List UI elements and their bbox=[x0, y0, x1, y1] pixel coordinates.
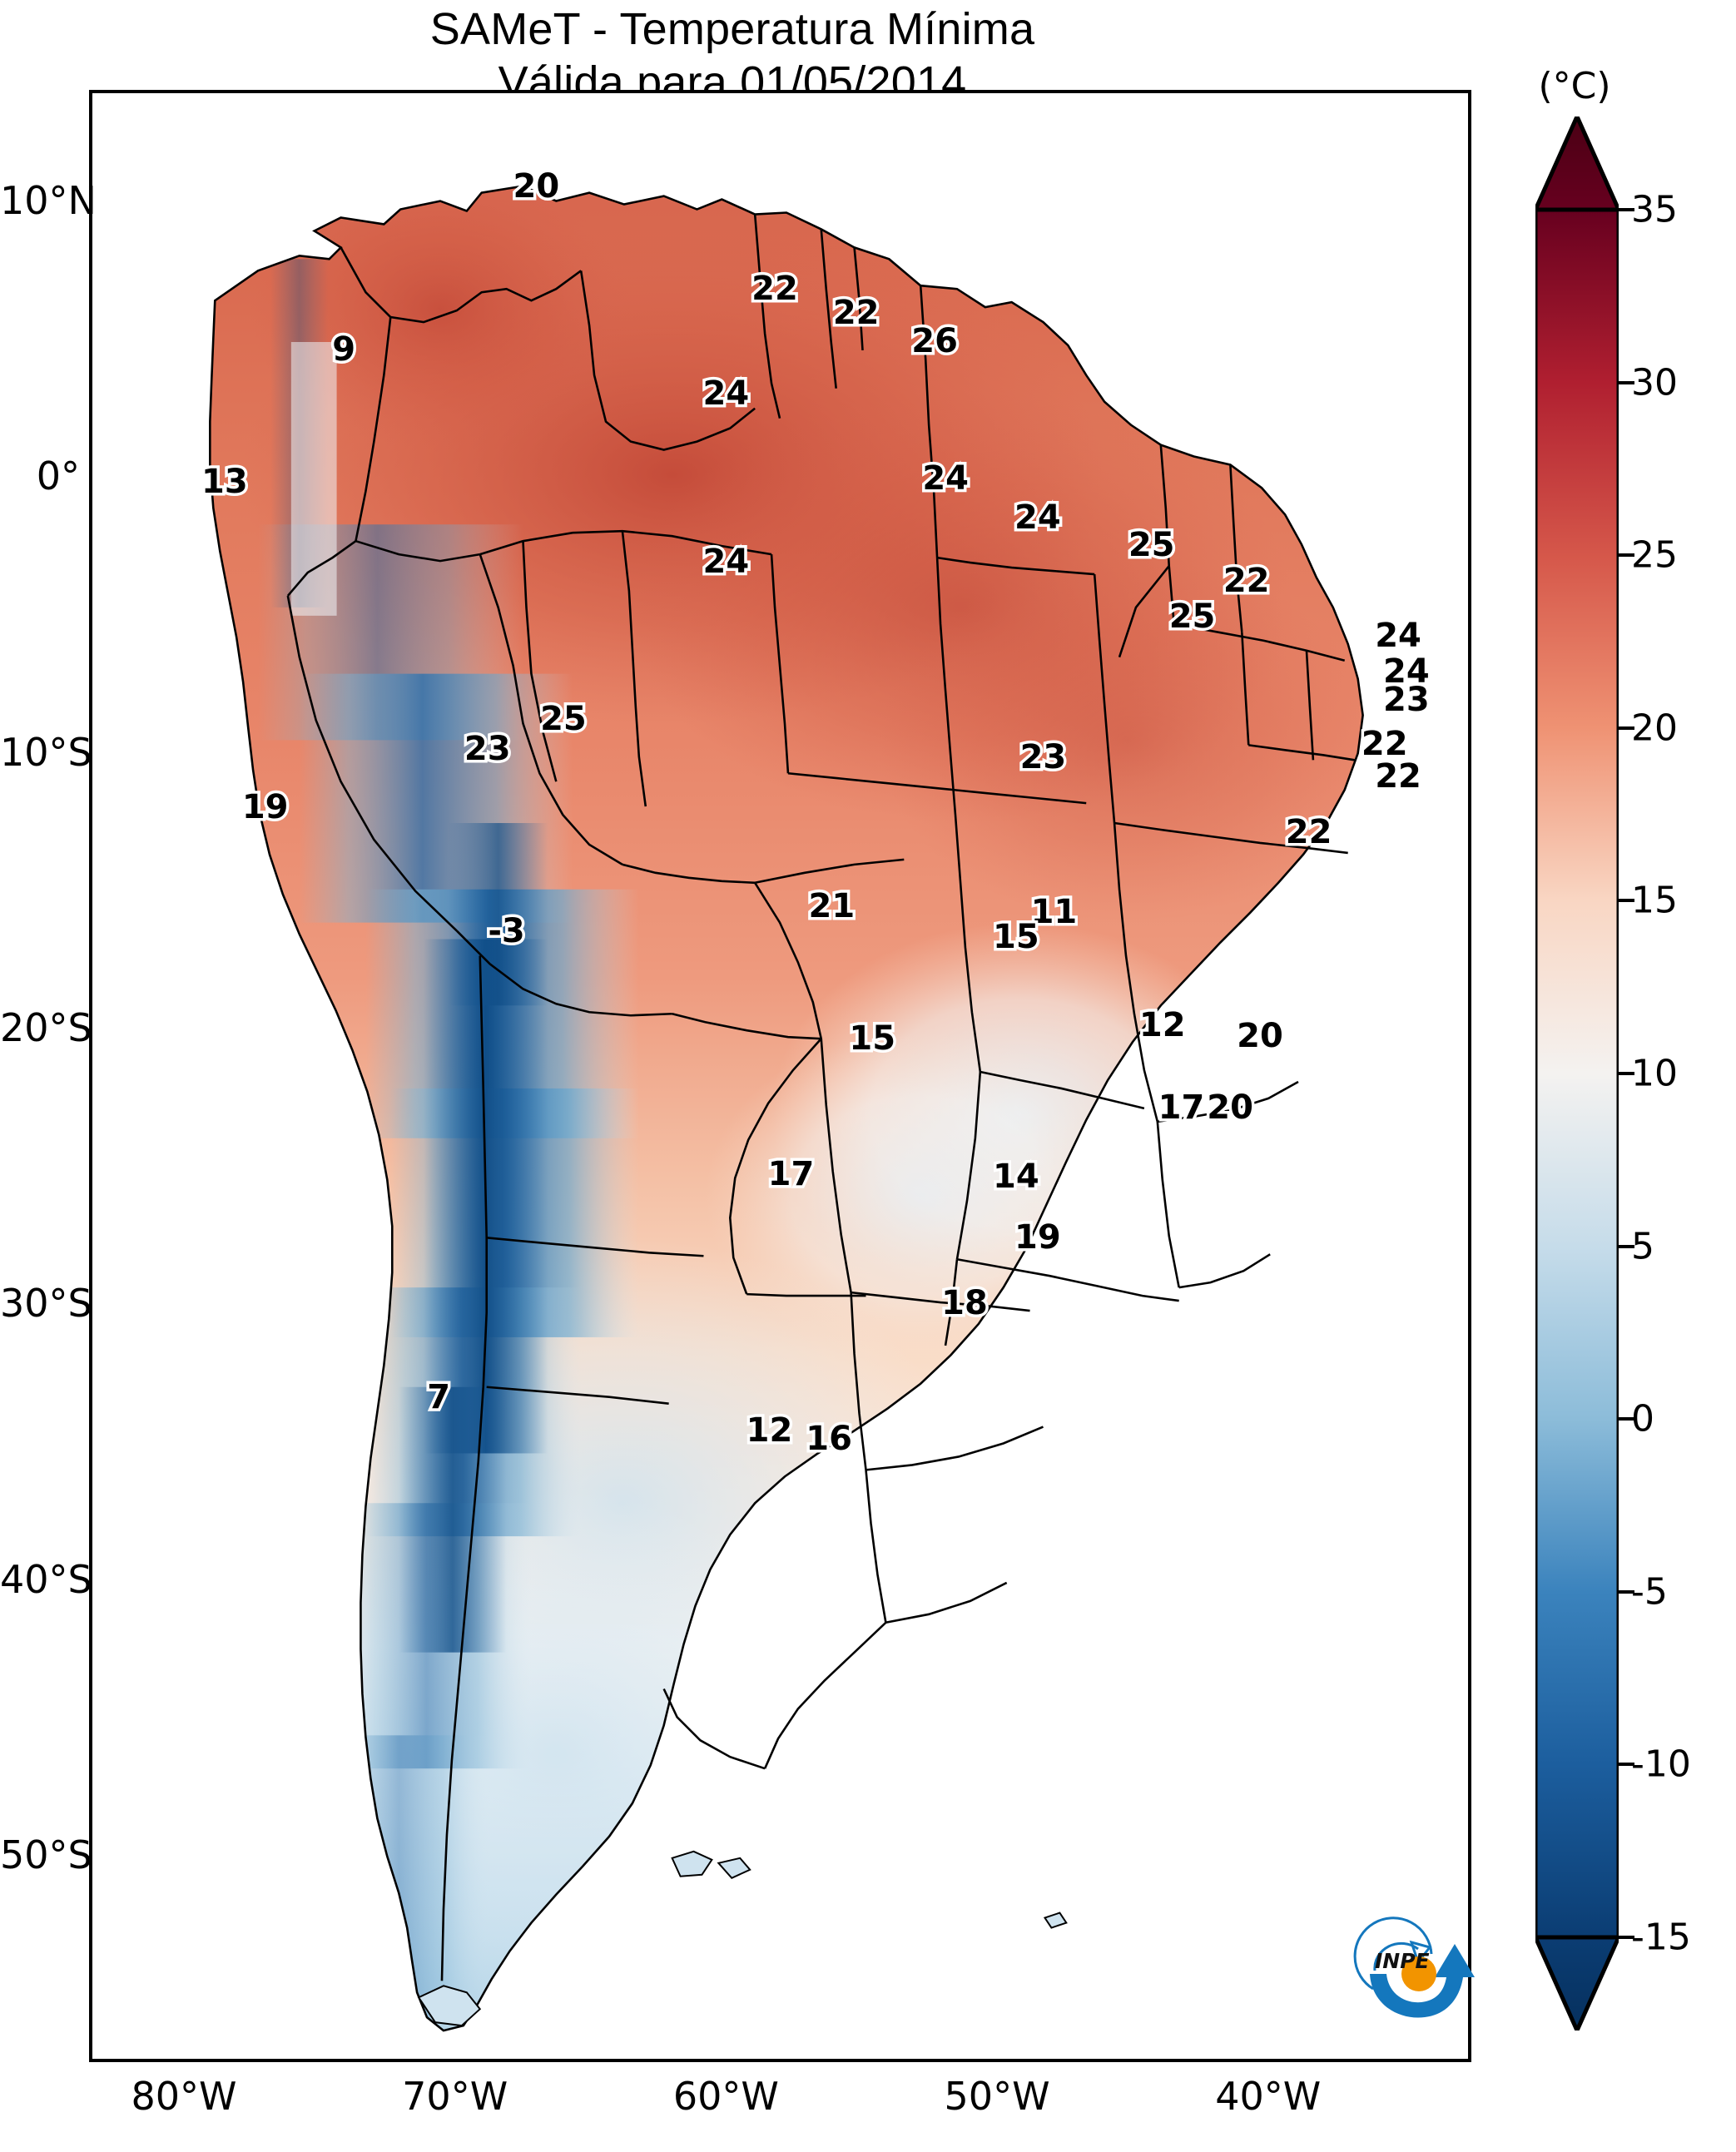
logo-sun-circle bbox=[1401, 1956, 1436, 1991]
chart-title: SAMeT - Temperatura Mínima Válida para 0… bbox=[0, 3, 1465, 109]
lat-tick-label: 50°S bbox=[0, 1832, 92, 1878]
station-value: 24 bbox=[1012, 495, 1064, 539]
station-value: 15 bbox=[846, 1017, 899, 1061]
colorbar-tick-mark bbox=[1618, 380, 1634, 384]
logo-arrow-head-small bbox=[1409, 1940, 1432, 1966]
colorbar-tick-mark bbox=[1618, 208, 1634, 211]
colorbar-tick-label: -5 bbox=[1631, 1570, 1668, 1614]
station-value: 22 bbox=[830, 291, 882, 335]
title-line-1: SAMeT - Temperatura Mínima bbox=[429, 4, 1035, 54]
station-value: 13 bbox=[199, 459, 251, 503]
lat-tick-label: 10°N bbox=[0, 177, 97, 223]
inpe-logo: INPE bbox=[1353, 1916, 1475, 2018]
station-value: 24 bbox=[700, 371, 752, 415]
station-value: 20 bbox=[510, 165, 563, 209]
station-value: 23 bbox=[461, 727, 513, 771]
station-value: 19 bbox=[239, 785, 291, 829]
lon-tick-label: 40°W bbox=[1215, 2074, 1322, 2119]
colorbar-tick-mark bbox=[1618, 1244, 1634, 1248]
colorbar[interactable] bbox=[1535, 117, 1619, 2031]
colorbar-tick-label: 30 bbox=[1631, 361, 1678, 404]
map-plot-area bbox=[89, 90, 1471, 2062]
station-value: 22 bbox=[1282, 810, 1335, 854]
station-value: 22 bbox=[1358, 721, 1411, 766]
station-value: 21 bbox=[806, 885, 858, 929]
colorbar-tick-mark bbox=[1618, 1936, 1634, 1939]
colorbar-tick-label: 5 bbox=[1631, 1225, 1654, 1268]
station-value: 11 bbox=[1028, 890, 1080, 934]
station-value: 24 bbox=[920, 457, 972, 501]
colorbar-tick-label: -10 bbox=[1631, 1743, 1691, 1786]
lat-tick-label: 20°S bbox=[0, 1004, 92, 1050]
colorbar-tick-label: 0 bbox=[1631, 1397, 1654, 1440]
station-value: 12 bbox=[1136, 1003, 1188, 1047]
lat-tick-label: 40°S bbox=[0, 1556, 92, 1602]
logo-outer-ring bbox=[1353, 1916, 1433, 1991]
logo-wordmark: INPE bbox=[1375, 1949, 1430, 1973]
administrative-borders bbox=[209, 185, 1364, 2032]
station-value: 9 bbox=[330, 327, 359, 371]
station-value: 23 bbox=[1017, 736, 1069, 780]
station-value: 20 bbox=[1234, 1014, 1287, 1058]
colorbar-gradient bbox=[1535, 207, 1619, 1940]
colorbar-tick-mark bbox=[1618, 899, 1634, 903]
colorbar-tick-mark bbox=[1618, 553, 1634, 558]
lon-tick-label: 50°W bbox=[944, 2074, 1050, 2119]
station-value: 22 bbox=[1372, 755, 1425, 799]
colorbar-top-arrow bbox=[1535, 117, 1619, 212]
colorbar-tick-label: 35 bbox=[1631, 188, 1678, 231]
colorbar-bottom-arrow bbox=[1535, 1935, 1619, 2031]
colorbar-tick-label: 15 bbox=[1631, 879, 1678, 922]
station-value: 19 bbox=[1012, 1215, 1064, 1259]
station-value: 22 bbox=[1220, 559, 1272, 603]
station-value: 17 bbox=[765, 1152, 817, 1196]
station-value: 17 bbox=[1155, 1086, 1208, 1130]
station-value: 22 bbox=[749, 266, 801, 310]
lat-tick-label: 0° bbox=[36, 454, 80, 499]
colorbar-tick-label: 10 bbox=[1631, 1052, 1678, 1095]
colorbar-tick-mark bbox=[1618, 1763, 1634, 1767]
station-value: 7 bbox=[424, 1376, 454, 1420]
lat-tick-label: 10°S bbox=[0, 729, 92, 775]
colorbar-tick-label: -15 bbox=[1631, 1916, 1691, 1959]
station-value: 14 bbox=[990, 1154, 1043, 1198]
station-value: -3 bbox=[485, 909, 528, 953]
colorbar-tick-mark bbox=[1618, 1417, 1634, 1421]
station-value: 24 bbox=[700, 539, 752, 583]
islands bbox=[417, 1850, 1068, 2027]
colorbar-tick-label: 20 bbox=[1631, 707, 1678, 750]
station-value: 12 bbox=[743, 1408, 796, 1452]
colorbar-tick-mark bbox=[1618, 726, 1634, 730]
station-value: 16 bbox=[803, 1416, 856, 1460]
colorbar-tick-mark bbox=[1618, 1589, 1634, 1594]
lat-tick-label: 30°S bbox=[0, 1281, 92, 1326]
temperature-field-map bbox=[92, 93, 1468, 2059]
station-value: 25 bbox=[1125, 523, 1178, 567]
lon-tick-label: 80°W bbox=[131, 2074, 237, 2119]
colorbar-tick-mark bbox=[1618, 1072, 1634, 1075]
station-value: 25 bbox=[1166, 595, 1218, 639]
station-value: 18 bbox=[939, 1282, 991, 1326]
station-value: 24 bbox=[1372, 614, 1425, 658]
station-value: 15 bbox=[990, 915, 1043, 959]
station-value: 24 bbox=[1381, 650, 1433, 694]
colorbar-tick-label: 25 bbox=[1631, 533, 1678, 577]
colorbar-unit-label: (°C) bbox=[1538, 65, 1611, 107]
logo-swoosh bbox=[1370, 1944, 1475, 2018]
station-value: 25 bbox=[538, 697, 590, 741]
lon-tick-label: 60°W bbox=[672, 2074, 779, 2119]
station-value: 26 bbox=[909, 319, 961, 363]
station-value: 23 bbox=[1381, 677, 1433, 721]
lon-tick-label: 70°W bbox=[402, 2074, 508, 2119]
station-value: 20 bbox=[1204, 1086, 1257, 1130]
